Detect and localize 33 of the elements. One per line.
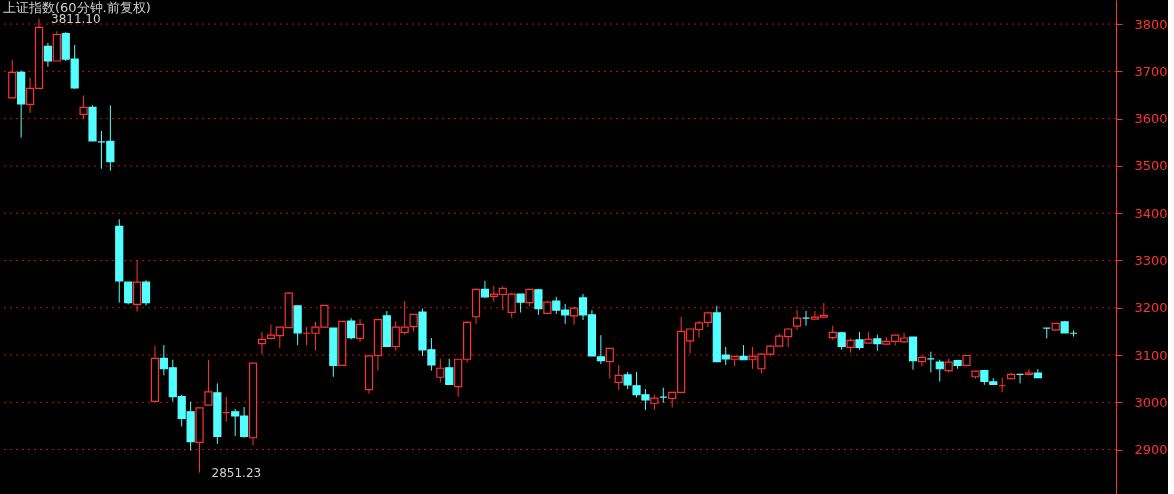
candlestick [570,306,579,326]
candlestick [917,354,927,367]
candlestick [1024,368,1034,375]
candlestick [935,359,944,382]
candlestick [79,94,88,120]
candlestick [43,42,53,68]
candlestick [436,358,445,383]
candlestick [204,359,213,406]
y-tick-label: 3300 [1134,252,1168,268]
candlestick [792,309,802,331]
y-tick-label: 3800 [1134,16,1168,32]
candlestick [355,318,365,343]
candlestick [141,279,151,306]
candlestick [480,280,490,299]
candlestick [516,293,525,313]
y-tick-label: 3600 [1134,111,1168,127]
candlestick [445,358,454,385]
candlestick [347,317,356,340]
candlestick [908,336,918,371]
candlestick [614,364,623,391]
candlestick [605,347,614,380]
y-tick-label: 3400 [1134,205,1168,221]
candlestick [257,331,267,355]
candlestick [124,281,133,305]
candlestick [133,259,142,313]
y-tick-label: 3700 [1134,63,1168,79]
y-tick-label: 3000 [1134,394,1168,410]
annotation: 2851.23 [211,465,262,480]
y-tick-label: 3100 [1134,347,1168,363]
y-tick-label: 3500 [1134,158,1168,174]
y-tick-label: 3200 [1134,300,1168,316]
candlestick [534,288,543,316]
y-tick-label: 2900 [1134,442,1168,458]
